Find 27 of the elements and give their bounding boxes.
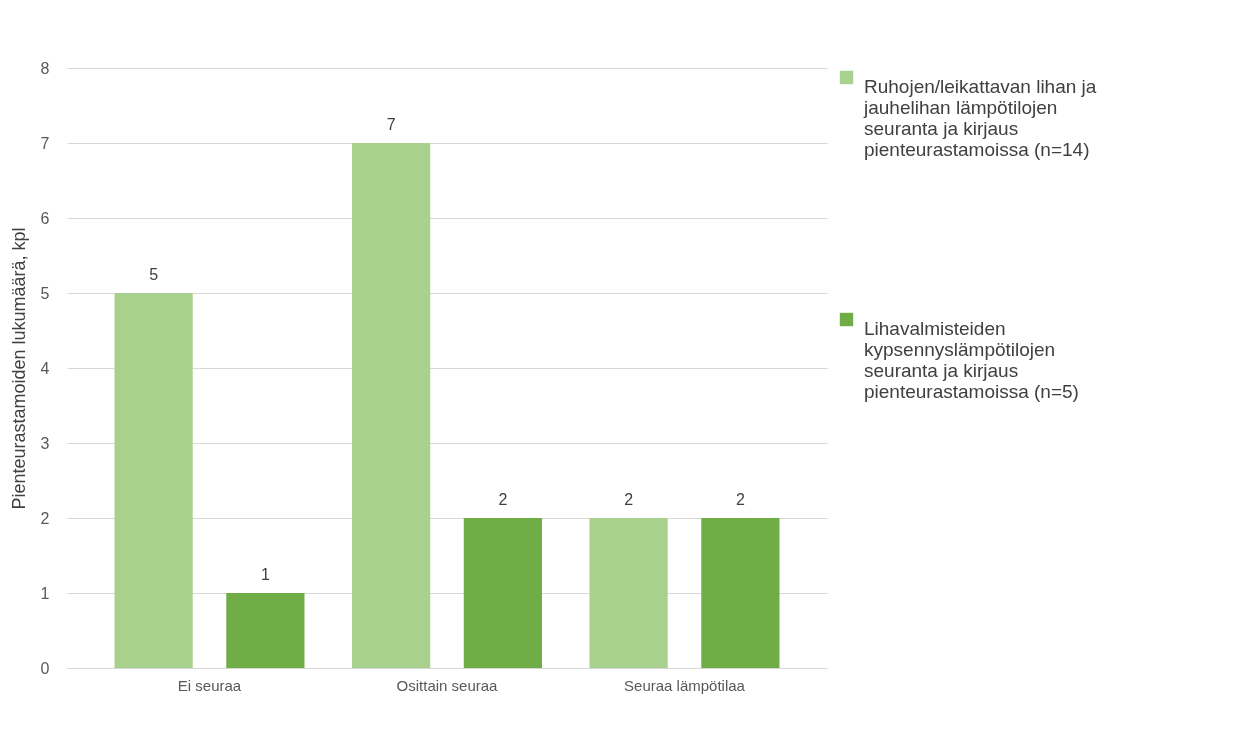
x-tick-label: Osittain seuraa [396,676,499,694]
bar [589,518,668,668]
data-label: 2 [735,491,745,508]
bar [352,143,431,668]
data-label: 7 [386,116,396,133]
y-tick-label: 7 [40,134,50,152]
y-tick-label: 3 [40,434,50,452]
bar [114,293,193,668]
y-tick-label: 0 [40,659,50,677]
y-tick-label: 4 [40,359,50,377]
bar [226,593,305,668]
y-axis-title: Pienteurastamoiden lukumäärä, kpl [8,227,29,510]
bar [701,518,780,668]
y-tick-label: 1 [40,584,50,602]
y-tick-label: 8 [40,59,50,77]
y-tick-label: 5 [40,284,50,302]
data-label: 2 [498,491,508,508]
x-tick-label: Seuraa lämpötilaa [624,676,746,694]
legend-label: Ruhojen/leikattavan lihan ja jauhelihan lämpötilojen seuranta ja kirjaus pienteurastamoissa (n=14) [863,75,1097,160]
data-label: 1 [260,566,270,583]
legend-label: Lihavalmisteiden kypsennyslämpötilojen seuranta ja kirjaus pienteurastamoissa (n=5) [864,317,1079,402]
y-tick-label: 6 [40,209,50,227]
data-label: 2 [624,491,634,508]
data-label: 5 [149,266,159,283]
x-tick-label: Ei seuraa [177,676,242,694]
y-tick-label: 2 [40,509,50,527]
bar [463,518,542,668]
